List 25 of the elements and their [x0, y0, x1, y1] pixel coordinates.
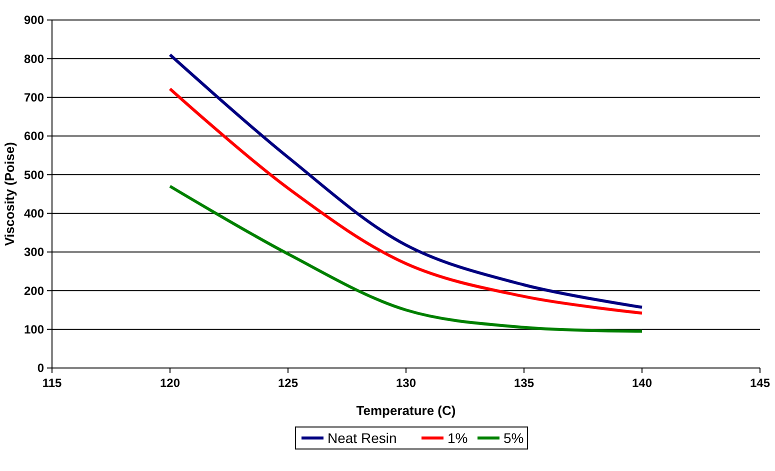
x-tick-label: 130	[396, 376, 416, 390]
y-tick-label: 200	[24, 284, 44, 298]
y-tick-label: 600	[24, 129, 44, 144]
legend-label: Neat Resin	[328, 430, 397, 446]
y-tick-label: 800	[24, 52, 44, 66]
y-tick-label: 300	[24, 245, 44, 260]
y-tick-label: 700	[24, 90, 44, 105]
y-tick-label: 100	[24, 322, 44, 337]
y-tick-label: 900	[24, 13, 44, 28]
y-tick-label: 500	[24, 168, 44, 182]
line-series	[168, 53, 644, 309]
legend-label: 1%	[448, 430, 468, 446]
y-tick-label: 400	[24, 206, 44, 221]
legend-label: 5%	[504, 430, 524, 446]
x-tick-label: 120	[160, 376, 180, 390]
y-axis-title: Viscosity (Poise)	[2, 142, 17, 246]
line-series	[168, 184, 644, 333]
x-axis-title: Temperature (C)	[356, 403, 456, 418]
x-tick-label: 125	[278, 376, 298, 390]
x-tick-label: 115	[42, 376, 62, 390]
x-tick-label: 140	[632, 376, 652, 390]
x-tick-label: 135	[514, 376, 534, 390]
line-series	[168, 87, 644, 315]
x-tick-label: 145	[750, 376, 770, 390]
y-tick-label: 0	[37, 361, 44, 376]
